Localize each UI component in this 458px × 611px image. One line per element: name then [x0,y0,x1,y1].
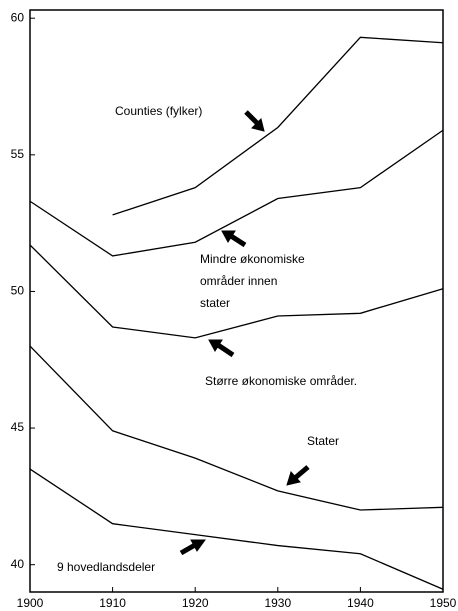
series-line [29,244,444,339]
series-label: Større økonomiske områder. [205,374,358,388]
series-label: Mindre økonomiske områder innen stater [200,252,305,310]
plot-frame [29,9,444,593]
series-label: Stater [307,434,340,448]
series-line [29,345,444,511]
x-tick-label: 1900 [17,596,44,610]
series-label: Counties (fylker) [115,104,203,118]
y-tick-label: 45 [11,420,25,434]
arrow-head [251,118,265,132]
arrow [244,110,260,126]
arrows [179,110,310,556]
arrow-head [208,339,223,352]
x-tick-label: 1910 [99,596,126,610]
x-tick-label: 1950 [430,596,457,610]
arrow [179,542,197,556]
arrow [229,233,247,248]
arrow [293,465,310,480]
arrow-head [190,539,206,552]
series-line [29,468,444,590]
series-line [112,36,444,216]
series-label: 9 hovedlandsdeler [57,560,156,574]
x-tick-label: 1920 [182,596,209,610]
y-tick-label: 55 [11,147,25,161]
x-tick-label: 1940 [347,596,374,610]
y-tick-label: 50 [11,284,25,298]
arrow-head [221,230,236,243]
y-tick-label: 60 [11,10,25,24]
series-line [29,129,444,257]
arrow [216,342,235,358]
y-tick-label: 40 [11,557,25,571]
x-tick-label: 1930 [264,596,291,610]
arrow-head [286,471,301,486]
